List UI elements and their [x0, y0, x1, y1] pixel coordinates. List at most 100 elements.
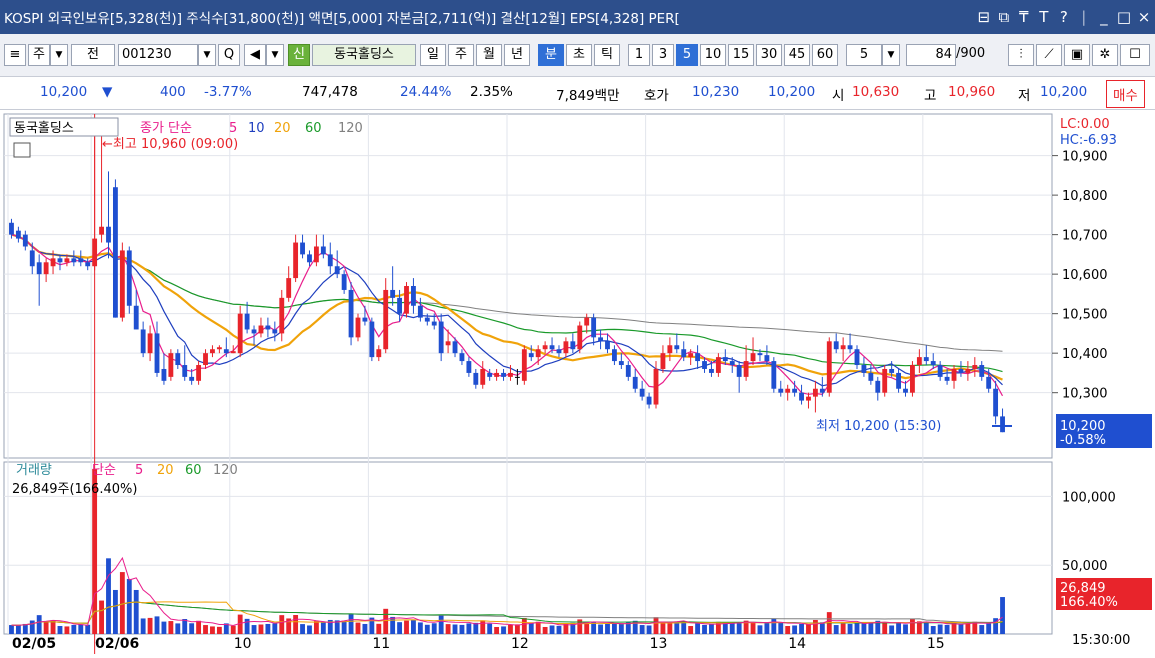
candle-body: [972, 365, 978, 369]
buy-button[interactable]: 매수: [1106, 80, 1145, 108]
chart-area: 10,900 10,800 10,700 10,600 10,500 10,400 10,3…: [0, 110, 1155, 654]
candle-body: [50, 258, 56, 267]
candle-body: [369, 321, 375, 358]
candle-body: [161, 368, 167, 381]
speaker-dropdown-icon[interactable]: ▼: [266, 44, 284, 66]
count-input[interactable]: 84: [906, 44, 956, 66]
candle-body: [937, 365, 943, 377]
interval-3-button[interactable]: 3: [652, 44, 674, 66]
candle-body: [653, 368, 659, 405]
restore-icon[interactable]: ⧉: [998, 8, 1010, 26]
market-dropdown-icon[interactable]: ▼: [50, 44, 68, 66]
candle-body: [501, 372, 506, 377]
save-icon[interactable]: ▣: [1064, 44, 1090, 66]
candle-body: [896, 372, 902, 389]
table-icon[interactable]: [13, 142, 31, 158]
volume-bar: [140, 618, 146, 634]
period-day-button[interactable]: 일: [420, 44, 446, 66]
title-bar: KOSPI 외국인보유[5,328(천)] 주식수[31,800(천)] 액면[…: [0, 0, 1155, 34]
market-select[interactable]: 주: [28, 44, 50, 66]
font-icon[interactable]: T: [1039, 8, 1049, 26]
period-second-button[interactable]: 초: [566, 44, 592, 66]
candle-body: [15, 230, 21, 239]
volume-bar: [251, 625, 257, 634]
search-icon[interactable]: Q: [218, 44, 240, 66]
interval-1-button[interactable]: 1: [628, 44, 650, 66]
interval-value-input[interactable]: 5: [846, 44, 882, 66]
interval-5-button[interactable]: 5: [676, 44, 698, 66]
interval-60-button[interactable]: 60: [812, 44, 838, 66]
interval-30-button[interactable]: 30: [756, 44, 782, 66]
candle-icon[interactable]: ⫶: [1008, 44, 1034, 66]
volume-bar: [272, 623, 278, 634]
candle-body: [951, 368, 957, 381]
pin-icon[interactable]: ₸: [1019, 8, 1029, 26]
checkbox-icon[interactable]: ☐: [1120, 44, 1150, 66]
date-label: 13: [650, 636, 668, 652]
high-price: 10,960: [948, 84, 996, 100]
stock-name-tag[interactable]: [9, 117, 119, 137]
interval-45-button[interactable]: 45: [784, 44, 810, 66]
candle-body: [903, 388, 908, 393]
volume-bar: [667, 621, 673, 634]
volume-bar: [355, 622, 361, 634]
candle-body: [812, 388, 818, 397]
interval-15-button[interactable]: 15: [728, 44, 754, 66]
gear-icon[interactable]: ✲: [1092, 44, 1118, 66]
window-icon[interactable]: ⊟: [977, 8, 991, 26]
date-label: 15: [927, 636, 945, 652]
volume-bar: [563, 623, 569, 634]
candle-body: [965, 368, 971, 373]
menu-icon[interactable]: ≡: [4, 44, 26, 66]
volume-bar: [729, 622, 735, 634]
price-change-pct: -3.77%: [204, 84, 252, 100]
new-badge[interactable]: 신: [288, 44, 310, 66]
period-week-button[interactable]: 주: [448, 44, 474, 66]
volume-tick-label: 50,000: [1062, 559, 1108, 574]
all-button[interactable]: 전: [71, 44, 115, 66]
volume-bar: [237, 614, 243, 634]
candle-body: [910, 365, 915, 393]
volume-bar: [15, 625, 21, 634]
volume-bar: [431, 623, 437, 634]
volume-bar: [549, 625, 555, 634]
stock-chart[interactable]: 10,900 10,800 10,700 10,600 10,500 10,400 10,3…: [0, 110, 1155, 654]
period-minute-button[interactable]: 분: [538, 44, 564, 66]
date-label: 14: [788, 636, 806, 652]
volume-bar: [452, 624, 458, 634]
interval-dropdown-icon[interactable]: ▼: [882, 44, 900, 66]
candle-body: [563, 341, 569, 354]
volume-bar: [556, 625, 562, 634]
speaker-icon[interactable]: ◀: [244, 44, 266, 66]
period-tick-button[interactable]: 틱: [594, 44, 620, 66]
candle-body: [632, 376, 638, 389]
period-month-button[interactable]: 월: [476, 44, 502, 66]
line-chart-icon[interactable]: ⟋: [1036, 44, 1062, 66]
vlegend-ma5: 5: [135, 463, 143, 478]
candle-body: [923, 357, 929, 362]
volume-legend-name: 거래량: [16, 463, 52, 478]
candle-body: [376, 349, 382, 358]
candle-body: [826, 341, 832, 393]
volume-info: 26,849주(166.40%): [12, 482, 137, 497]
volume-bar: [29, 620, 35, 634]
candle-body: [341, 274, 347, 290]
stock-code-input[interactable]: 001230: [118, 44, 198, 66]
close-icon[interactable]: ×: [1137, 8, 1151, 26]
candle-body: [930, 361, 936, 366]
interval-10-button[interactable]: 10: [700, 44, 726, 66]
volume-bar: [951, 622, 957, 634]
candle-body: [514, 376, 520, 378]
volume-bar: [341, 620, 347, 634]
period-year-button[interactable]: 년: [504, 44, 530, 66]
volume-bar: [22, 623, 28, 634]
help-icon[interactable]: ?: [1059, 8, 1068, 26]
volume-bar: [85, 624, 91, 634]
candle-body: [556, 349, 562, 354]
maximize-icon[interactable]: □: [1116, 8, 1131, 26]
volume-bar: [397, 622, 403, 634]
candle-body: [189, 376, 195, 381]
minimize-icon[interactable]: _: [1100, 8, 1108, 26]
code-dropdown-icon[interactable]: ▼: [198, 44, 216, 66]
volume-bar: [64, 626, 70, 634]
